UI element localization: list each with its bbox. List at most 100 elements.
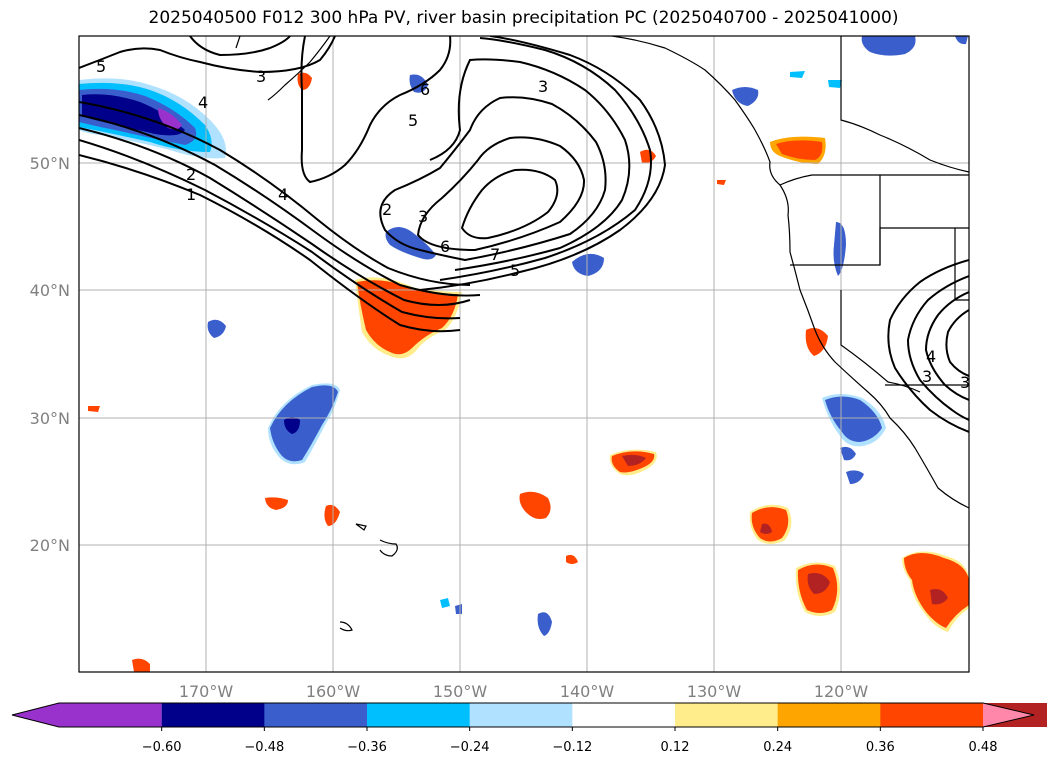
contour-label: 2 bbox=[382, 200, 392, 219]
contour-label: 4 bbox=[278, 185, 288, 204]
pv-contour-line bbox=[945, 309, 969, 377]
contour-label: 5 bbox=[96, 57, 106, 76]
pv-contour-line bbox=[887, 259, 969, 433]
precip-blob bbox=[930, 589, 948, 605]
pv-contour-line bbox=[189, 36, 291, 57]
contour-label: 4 bbox=[198, 93, 208, 112]
colorbar-cell bbox=[469, 703, 573, 727]
precip-blob bbox=[572, 253, 604, 276]
pv-contour-line bbox=[79, 114, 481, 297]
colorbar-cell bbox=[367, 703, 471, 727]
colorbar-tick-label: −0.60 bbox=[142, 740, 182, 755]
colorbar-cell bbox=[983, 703, 1034, 727]
colorbar-cell bbox=[572, 703, 676, 727]
lat-tick-label: 40°N bbox=[30, 281, 70, 300]
precip-blob bbox=[807, 573, 830, 594]
contour-label-group: 5 3 4 6 5 3 2 1 4 2 3 6 7 5 3 4 3 bbox=[96, 57, 969, 392]
pv-contour-line bbox=[924, 291, 969, 401]
precip-blob bbox=[846, 470, 864, 484]
colorbar-tick-label: −0.36 bbox=[347, 740, 387, 755]
contour-label: 7 bbox=[490, 245, 500, 264]
precip-blob bbox=[357, 280, 458, 355]
precip-fields bbox=[79, 36, 969, 672]
plot-frame bbox=[78, 35, 970, 673]
precip-blob bbox=[132, 658, 150, 672]
contour-label: 2 bbox=[186, 165, 196, 184]
colorbar-outline bbox=[11, 702, 1035, 728]
precip-blob bbox=[270, 385, 338, 462]
colorbar-tick-label: −0.24 bbox=[450, 740, 490, 755]
lon-tick-label: 150°W bbox=[433, 682, 488, 701]
precip-blob bbox=[265, 497, 288, 510]
colorbar-tick-label: 0.24 bbox=[763, 740, 792, 755]
precip-blob bbox=[840, 446, 856, 461]
pv-contour-line bbox=[416, 136, 586, 252]
lat-tick-label: 30°N bbox=[30, 409, 70, 428]
colorbar-tick-label: −0.48 bbox=[244, 740, 284, 755]
pv-contour-line bbox=[300, 36, 452, 184]
contour-label: 5 bbox=[510, 261, 520, 280]
contour-label: 3 bbox=[418, 207, 428, 226]
precip-blob bbox=[622, 454, 646, 466]
pv-contour-line bbox=[460, 168, 559, 240]
precip-blob bbox=[760, 523, 772, 534]
lat-tick-label: 20°N bbox=[30, 536, 70, 555]
contour-label: 3 bbox=[922, 367, 932, 386]
contour-label: 4 bbox=[926, 347, 936, 366]
pv-contour-line bbox=[429, 58, 631, 271]
lon-tick-label: 140°W bbox=[560, 682, 615, 701]
lon-tick-label: 120°W bbox=[814, 682, 869, 701]
pv-contour-line bbox=[79, 127, 471, 306]
lon-tick-label: 160°W bbox=[306, 682, 361, 701]
pv-contours bbox=[79, 36, 969, 433]
precip-blob bbox=[640, 149, 656, 164]
precip-blob bbox=[751, 507, 789, 542]
colorbar-tick-label: 0.48 bbox=[969, 740, 998, 755]
contour-label: 1 bbox=[186, 185, 196, 204]
colorbar-tick-label: 0.36 bbox=[866, 740, 895, 755]
plot-area: 5 3 4 6 5 3 2 1 4 2 3 6 7 5 3 4 3 bbox=[78, 35, 970, 673]
precip-blob bbox=[566, 554, 578, 564]
precip-blob bbox=[955, 36, 968, 45]
colorbar-tick-label: −0.12 bbox=[552, 740, 592, 755]
contour-label: 3 bbox=[256, 67, 266, 86]
contour-label: 3 bbox=[538, 77, 548, 96]
colorbar-cell bbox=[264, 703, 368, 727]
pv-contour-line bbox=[419, 36, 667, 291]
colorbar: −0.60 −0.48 −0.36 −0.24 −0.12 0.12 0.24 0.36 0.4… bbox=[11, 702, 1047, 755]
colorbar-cell bbox=[161, 703, 265, 727]
colorbar-cell bbox=[12, 703, 162, 727]
precip-blob bbox=[805, 328, 828, 356]
precip-blob bbox=[537, 612, 552, 636]
contour-label: 6 bbox=[440, 237, 450, 256]
pv-contour-line bbox=[79, 139, 461, 320]
pv-contour-line bbox=[906, 275, 969, 421]
precip-blob bbox=[440, 598, 450, 608]
precip-blob bbox=[790, 71, 805, 78]
lon-tick-labels: 170°W 160°W 150°W 140°W 130°W 120°W bbox=[179, 682, 869, 701]
colorbar-cell bbox=[777, 703, 881, 727]
pv-contour-line bbox=[79, 154, 461, 333]
lon-tick-label: 130°W bbox=[687, 682, 742, 701]
colorbar-cell bbox=[675, 703, 779, 727]
precip-blob bbox=[88, 406, 100, 412]
precip-blob bbox=[776, 140, 823, 160]
precip-blob bbox=[207, 319, 226, 338]
pv-contour-line bbox=[79, 101, 471, 286]
precip-blob bbox=[519, 491, 551, 519]
map-title: 2025040500 F012 300 hPa PV, river basin … bbox=[148, 8, 899, 28]
pv-contour-line bbox=[439, 37, 652, 281]
precip-blob bbox=[833, 222, 846, 276]
precip-blob bbox=[717, 180, 726, 185]
colorbar-cell bbox=[880, 703, 984, 727]
precip-blob bbox=[284, 417, 300, 434]
precip-blob bbox=[732, 87, 759, 106]
pv-contour-line bbox=[379, 96, 607, 262]
precip-blob bbox=[825, 396, 882, 442]
lat-tick-labels: 50°N 40°N 30°N 20°N bbox=[30, 154, 70, 555]
contour-label: 6 bbox=[420, 80, 430, 99]
lon-tick-label: 170°W bbox=[179, 682, 234, 701]
precip-blob bbox=[828, 80, 842, 88]
contour-label: 5 bbox=[408, 111, 418, 130]
